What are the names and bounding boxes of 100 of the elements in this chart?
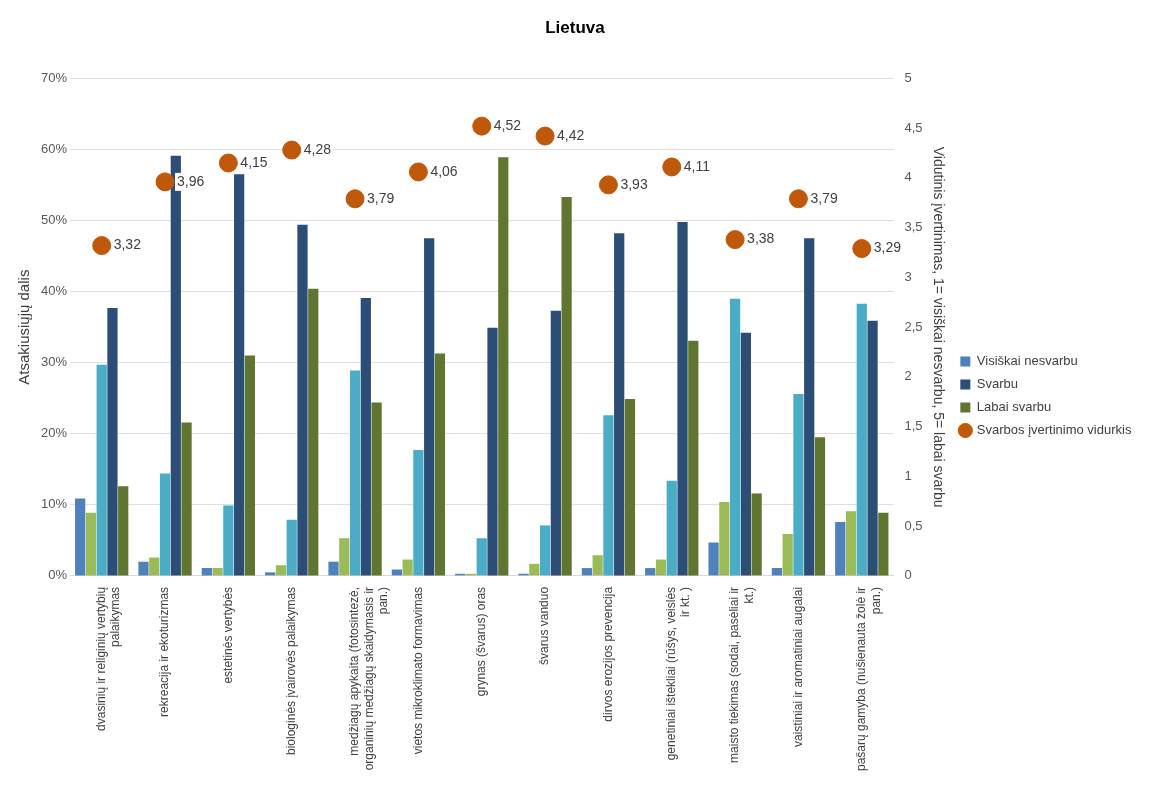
bar bbox=[814, 437, 826, 576]
x-tick-label: genetiniai ištekliai (rūšys, veislės ir kt. ) bbox=[664, 586, 693, 761]
data-label: 3,32 bbox=[113, 236, 142, 253]
x-tick-label: vietos mikroklimato formavimas bbox=[410, 586, 425, 755]
y2-tick-label: 0,5 bbox=[904, 517, 923, 533]
point bbox=[282, 140, 302, 160]
bar bbox=[666, 480, 677, 576]
x-tick-label: pašarų gamyba (nušienauta žolė ir pan.) bbox=[854, 586, 883, 771]
y2-tick-label: 5 bbox=[904, 69, 912, 85]
bar bbox=[424, 238, 435, 576]
x-tick-label: estetinės vertybės bbox=[220, 586, 235, 684]
data-label: 4,42 bbox=[557, 126, 585, 143]
bar bbox=[835, 521, 846, 576]
bar bbox=[286, 519, 297, 576]
data-label: 3,96 bbox=[177, 172, 205, 189]
bar bbox=[138, 561, 149, 576]
bar bbox=[159, 473, 171, 576]
bar bbox=[782, 533, 793, 576]
y2-tick-label: 3 bbox=[904, 268, 912, 284]
point bbox=[662, 157, 682, 177]
bar bbox=[149, 557, 160, 576]
bar bbox=[476, 538, 487, 576]
bar bbox=[708, 542, 719, 576]
x-tick-label: rekreacija ir ekoturizmas bbox=[157, 586, 172, 717]
bar bbox=[677, 221, 688, 576]
y2-tick-label: 3,5 bbox=[904, 219, 923, 235]
legend-label: Svarbos įvertinimo vidurkis bbox=[976, 422, 1132, 438]
bar bbox=[867, 320, 878, 576]
y-tick-label: 50% bbox=[40, 212, 68, 228]
bar bbox=[529, 563, 540, 576]
bar bbox=[719, 501, 730, 576]
x-tick-label: dvasinių ir religinių vertybių palaikymas bbox=[94, 586, 123, 731]
legend-label: Labai svarbu bbox=[976, 399, 1052, 415]
bar bbox=[234, 174, 245, 576]
y-tick-label: 70% bbox=[40, 69, 68, 85]
bar bbox=[729, 298, 741, 576]
bar bbox=[244, 355, 256, 576]
y2-tick-label: 1 bbox=[904, 467, 912, 483]
data-label: 4,52 bbox=[493, 117, 522, 134]
data-label: 3,79 bbox=[367, 189, 395, 206]
point bbox=[92, 236, 112, 256]
bar bbox=[592, 555, 603, 576]
bar bbox=[498, 157, 509, 576]
point bbox=[345, 189, 365, 209]
bar bbox=[645, 568, 656, 576]
bar bbox=[771, 568, 783, 576]
y2-tick-label: 2 bbox=[904, 368, 912, 384]
x-tick-label: vaistiniai ir aromatiniai augalai bbox=[790, 586, 805, 747]
bar bbox=[603, 415, 614, 576]
data-label: 3,79 bbox=[810, 189, 838, 206]
bar bbox=[845, 511, 857, 576]
x-tick-label: biologinės įvairovės palaikymas bbox=[284, 586, 299, 755]
point bbox=[598, 175, 618, 195]
bar bbox=[75, 498, 86, 576]
bar bbox=[856, 303, 867, 576]
bar bbox=[181, 422, 192, 576]
point bbox=[852, 239, 872, 259]
y2-tick-label: 4,5 bbox=[904, 119, 923, 135]
bar bbox=[275, 565, 287, 576]
x-tick-label: švarus vanduo bbox=[537, 586, 552, 665]
bar bbox=[614, 233, 625, 576]
bar bbox=[655, 559, 667, 576]
data-label: 3,38 bbox=[747, 230, 775, 247]
bar bbox=[297, 224, 308, 576]
legend-label: Visiškai nesvarbu bbox=[976, 353, 1078, 369]
bar bbox=[339, 538, 350, 576]
y-tick-label: 0% bbox=[48, 567, 68, 583]
data-label: 3,93 bbox=[620, 175, 648, 192]
chart-title: Lietuva bbox=[545, 17, 606, 37]
bar bbox=[118, 486, 129, 576]
point bbox=[155, 172, 175, 192]
bar bbox=[539, 525, 551, 576]
y-tick-label: 40% bbox=[40, 283, 68, 299]
x-tick-label: grynas (švarus) oras bbox=[474, 586, 489, 697]
x-tick-label: medžiagų apykaita (fotosintezė, organinių medžiagų skaidymasis ir pan.) bbox=[347, 586, 391, 771]
bar bbox=[371, 402, 382, 576]
data-label: 4,11 bbox=[683, 157, 711, 174]
bar bbox=[223, 505, 234, 576]
y-tick-label: 20% bbox=[40, 425, 68, 441]
bar bbox=[550, 310, 561, 576]
y-axis-title: Atsakiusiųjų dalis bbox=[15, 269, 33, 385]
point bbox=[535, 126, 555, 146]
bar bbox=[96, 364, 107, 576]
bar bbox=[391, 569, 402, 576]
bar bbox=[265, 572, 276, 576]
bar bbox=[804, 238, 815, 576]
point bbox=[218, 153, 238, 173]
bar bbox=[349, 370, 361, 576]
y2-axis-title: Vidutinis įvertinimas, 1= visiškai nesvarbu, 5= labai svarbu bbox=[931, 146, 948, 508]
bar bbox=[212, 568, 223, 576]
bar bbox=[878, 512, 889, 576]
bar bbox=[561, 197, 572, 576]
bar bbox=[308, 288, 319, 576]
y2-tick-label: 4 bbox=[904, 169, 912, 185]
x-tick-label: dirvos erozijos prevencija bbox=[600, 586, 615, 722]
bar bbox=[201, 568, 212, 576]
data-label: 3,29 bbox=[873, 239, 902, 256]
bar bbox=[360, 298, 371, 576]
bar bbox=[751, 493, 762, 576]
bar bbox=[740, 332, 751, 576]
